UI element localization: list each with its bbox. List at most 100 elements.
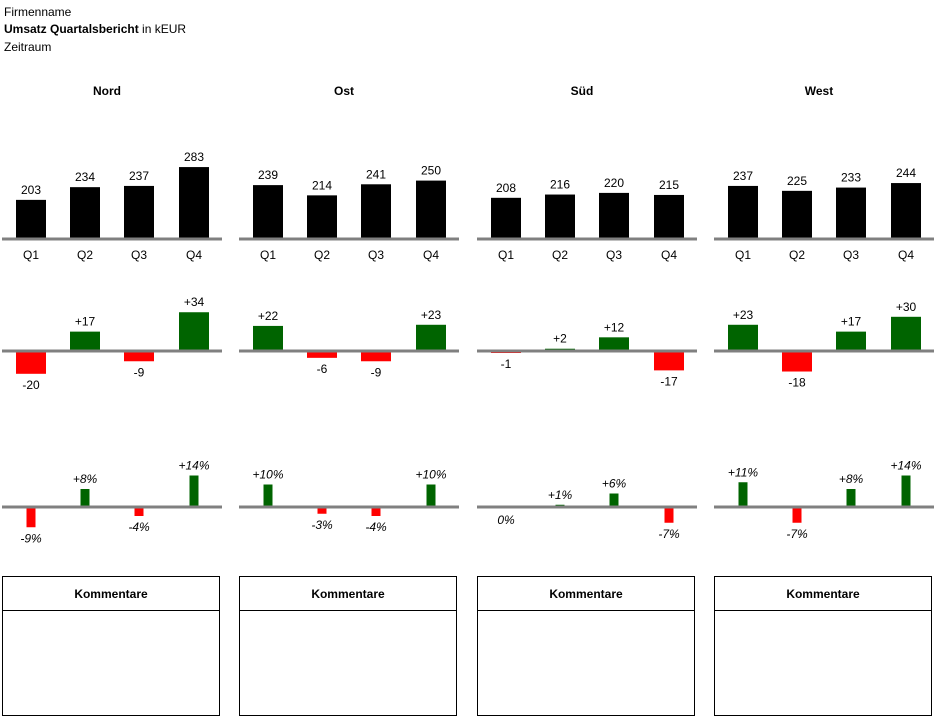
delta-pct-label-west-q2: -7% <box>786 527 808 541</box>
value-bar-ost-q4 <box>416 180 446 238</box>
delta-abs-bar-west-q1 <box>728 324 758 351</box>
delta-pct-label-sued-q2: +1% <box>548 488 573 502</box>
comment-box-sued[interactable]: Kommentare <box>477 576 695 716</box>
value-bar-sued-q2 <box>545 194 575 238</box>
value-bar-sued-q4 <box>654 194 684 238</box>
value-bar-sued-q1 <box>491 197 521 238</box>
delta-pct-bar-west-q1 <box>738 482 748 507</box>
delta-abs-label-west-q4: +30 <box>896 300 917 314</box>
category-label-nord-q3: Q3 <box>131 248 147 262</box>
delta-abs-label-nord-q1: -20 <box>22 378 40 392</box>
delta-pct-label-west-q3: +8% <box>839 472 864 486</box>
category-label-ost-q3: Q3 <box>368 248 384 262</box>
value-label-nord-q2: 234 <box>75 170 95 184</box>
category-label-west-q3: Q3 <box>843 248 859 262</box>
delta-pct-bar-nord-q1 <box>26 507 36 528</box>
comment-body[interactable] <box>3 611 219 715</box>
delta-pct-bar-sued-q3 <box>609 493 619 507</box>
value-label-sued-q2: 216 <box>550 178 570 192</box>
value-bar-nord-q2 <box>70 187 100 238</box>
delta-pct-bar-nord-q2 <box>80 489 90 507</box>
value-label-ost-q4: 250 <box>421 164 441 178</box>
category-label-ost-q4: Q4 <box>423 248 439 262</box>
comment-box-nord[interactable]: Kommentare <box>2 576 220 716</box>
delta-pct-bar-west-q2 <box>792 507 802 523</box>
delta-abs-bar-west-q2 <box>782 351 812 372</box>
delta-pct-bar-ost-q4 <box>426 484 436 507</box>
value-bar-nord-q4 <box>179 167 209 238</box>
delta-pct-label-west-q1: +11% <box>728 465 758 479</box>
delta-abs-label-nord-q3: -9 <box>134 365 145 379</box>
delta-pct-bar-sued-q4 <box>664 507 674 523</box>
delta-abs-label-sued-q4: -17 <box>660 374 678 388</box>
value-label-sued-q4: 215 <box>659 178 679 192</box>
report-period: Zeitraum <box>4 40 52 54</box>
value-label-west-q2: 225 <box>787 174 807 188</box>
value-label-west-q1: 237 <box>733 169 753 183</box>
comment-header: Kommentare <box>240 577 456 611</box>
value-label-west-q4: 244 <box>896 166 916 180</box>
comment-box-ost[interactable]: Kommentare <box>239 576 457 716</box>
comment-body[interactable] <box>715 611 931 715</box>
delta-abs-bar-nord-q1 <box>16 351 46 374</box>
delta-abs-bar-sued-q4 <box>654 351 684 371</box>
delta-pct-label-sued-q3: +6% <box>602 477 627 491</box>
delta-abs-label-west-q2: -18 <box>788 376 806 390</box>
category-label-west-q4: Q4 <box>898 248 914 262</box>
delta-abs-label-sued-q3: +12 <box>604 320 625 334</box>
value-bar-west-q4 <box>891 183 921 238</box>
category-label-sued-q3: Q3 <box>606 248 622 262</box>
delta-abs-label-ost-q1: +22 <box>258 309 279 323</box>
delta-pct-bar-west-q3 <box>846 489 856 507</box>
delta-abs-label-ost-q4: +23 <box>421 308 442 322</box>
delta-abs-bar-west-q4 <box>891 316 921 351</box>
delta-abs-label-ost-q3: -9 <box>371 365 382 379</box>
delta-pct-label-sued-q4: -7% <box>658 527 680 541</box>
value-label-sued-q1: 208 <box>496 181 516 195</box>
delta-pct-bar-ost-q1 <box>263 484 273 507</box>
value-label-sued-q3: 220 <box>604 176 624 190</box>
delta-pct-label-west-q4: +14% <box>890 459 921 473</box>
delta-abs-label-west-q1: +23 <box>733 308 754 322</box>
comment-box-west[interactable]: Kommentare <box>714 576 932 716</box>
delta-pct-bar-west-q4 <box>901 475 911 507</box>
value-label-nord-q3: 237 <box>129 169 149 183</box>
delta-abs-bar-sued-q3 <box>599 337 629 351</box>
report-title: Umsatz Quartalsbericht in kEUR <box>4 22 186 37</box>
value-bar-ost-q1 <box>253 185 283 238</box>
delta-pct-bar-nord-q3 <box>134 507 144 516</box>
region-title-sued: Süd <box>571 84 594 98</box>
value-label-west-q3: 233 <box>841 171 861 185</box>
comment-header: Kommentare <box>715 577 931 611</box>
value-label-nord-q1: 203 <box>21 183 41 197</box>
value-label-nord-q4: 283 <box>184 150 204 164</box>
category-label-sued-q4: Q4 <box>661 248 677 262</box>
delta-abs-bar-nord-q4 <box>179 312 209 351</box>
delta-pct-label-sued-q1: 0% <box>497 513 515 527</box>
delta-pct-label-nord-q1: -9% <box>20 531 42 545</box>
category-label-west-q2: Q2 <box>789 248 805 262</box>
delta-abs-bar-nord-q3 <box>124 351 154 362</box>
delta-pct-label-nord-q4: +14% <box>178 459 209 473</box>
category-label-nord-q4: Q4 <box>186 248 202 262</box>
value-bar-west-q2 <box>782 190 812 238</box>
quarterly-charts: Nord 203 Q1 234 Q2 237 Q3 283 Q4 -20 +17 -9 +34 -9% +8… <box>2 84 934 545</box>
value-label-ost-q2: 214 <box>312 178 332 192</box>
region-title-ost: Ost <box>334 84 354 98</box>
comment-body[interactable] <box>478 611 694 715</box>
delta-abs-label-nord-q2: +17 <box>75 315 96 329</box>
delta-pct-bar-ost-q2 <box>317 507 327 514</box>
delta-pct-label-nord-q3: -4% <box>128 520 150 534</box>
value-bar-sued-q3 <box>599 192 629 238</box>
comment-header: Kommentare <box>478 577 694 611</box>
value-label-ost-q3: 241 <box>366 167 386 181</box>
comment-body[interactable] <box>240 611 456 715</box>
category-label-ost-q2: Q2 <box>314 248 330 262</box>
delta-pct-label-ost-q3: -4% <box>365 520 387 534</box>
value-label-ost-q1: 239 <box>258 168 278 182</box>
delta-pct-label-ost-q2: -3% <box>311 518 333 532</box>
delta-abs-bar-nord-q2 <box>70 331 100 351</box>
comment-header: Kommentare <box>3 577 219 611</box>
delta-abs-label-ost-q2: -6 <box>317 362 328 376</box>
value-bar-west-q3 <box>836 187 866 238</box>
